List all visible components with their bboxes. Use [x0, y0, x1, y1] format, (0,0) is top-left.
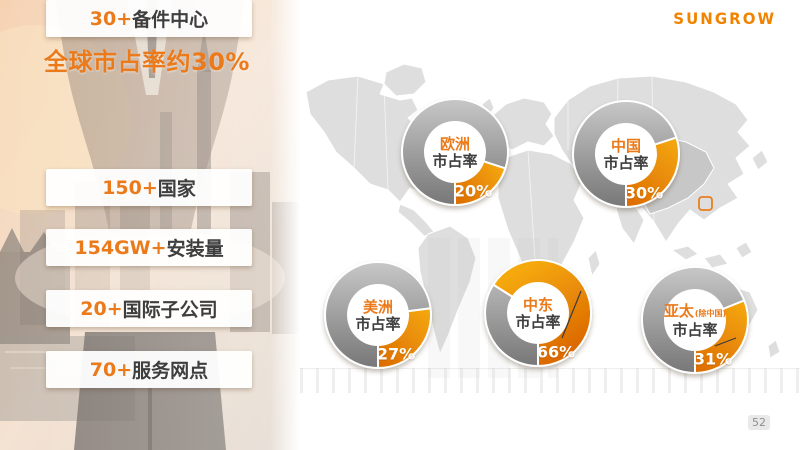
stat-label: 备件中心 — [132, 9, 209, 31]
page-title: 全球市占率约30% — [44, 48, 250, 76]
donut-europe-value: 20% — [453, 181, 493, 201]
donut-china-label: 中国 市占率 — [603, 138, 648, 172]
stat-number: 154GW+ — [74, 236, 167, 259]
donut-americas-label: 美洲 市占率 — [355, 299, 400, 333]
donut-americas-value: 27% — [376, 344, 416, 364]
donut-middle-east-label: 中东 市占率 — [515, 297, 560, 331]
metric-label: 市占率 — [432, 152, 478, 170]
stat-installed-capacity: 154GW+ 安装量 — [46, 229, 252, 266]
region-name: 欧洲 — [439, 135, 471, 153]
stat-label: 安装量 — [166, 238, 224, 260]
map-madagascar — [587, 249, 601, 277]
stat-spare-parts-centers: 30+ 备件中心 — [46, 0, 252, 37]
donut-china-value: 30% — [624, 183, 664, 203]
stat-subsidiaries: 20+ 国际子公司 — [46, 290, 252, 327]
region-name: 亚太 — [663, 302, 694, 320]
metric-label: 市占率 — [355, 315, 401, 333]
stat-number: 150+ — [102, 176, 158, 199]
region-name: 中东 — [522, 296, 554, 314]
donut-europe-label: 欧洲 市占率 — [432, 136, 477, 170]
region-name: 中国 — [610, 137, 642, 155]
stat-countries: 150+ 国家 — [46, 169, 252, 206]
metric-label: 市占率 — [603, 154, 649, 172]
stat-label: 国家 — [157, 178, 196, 200]
stat-label: 服务网点 — [132, 360, 209, 382]
map-south-america — [417, 225, 477, 355]
china-marker-icon — [698, 196, 713, 211]
sungrow-logo: SUNGROW — [673, 9, 776, 29]
region-note: (除中国) — [694, 309, 727, 318]
stat-label: 国际子公司 — [122, 299, 218, 321]
background-fence-texture — [300, 368, 800, 393]
donut-middle-east-value: 66% — [536, 342, 576, 362]
region-name: 美洲 — [362, 298, 394, 316]
stat-number: 20+ — [80, 297, 123, 320]
page-number: 52 — [748, 415, 770, 430]
map-new-zealand — [767, 339, 781, 359]
donut-asia-pacific-value: 31% — [693, 349, 733, 369]
stat-number: 30+ — [89, 7, 133, 30]
donut-asia-pacific-label: 亚太(除中国) 市占率 — [664, 303, 726, 339]
metric-label: 市占率 — [672, 321, 718, 339]
stat-service-outlets: 70+ 服务网点 — [46, 351, 252, 388]
metric-label: 市占率 — [515, 313, 561, 331]
map-japan — [751, 149, 769, 171]
stat-number: 70+ — [89, 358, 133, 381]
map-sea-islands — [671, 241, 753, 269]
map-greenland — [383, 63, 427, 97]
